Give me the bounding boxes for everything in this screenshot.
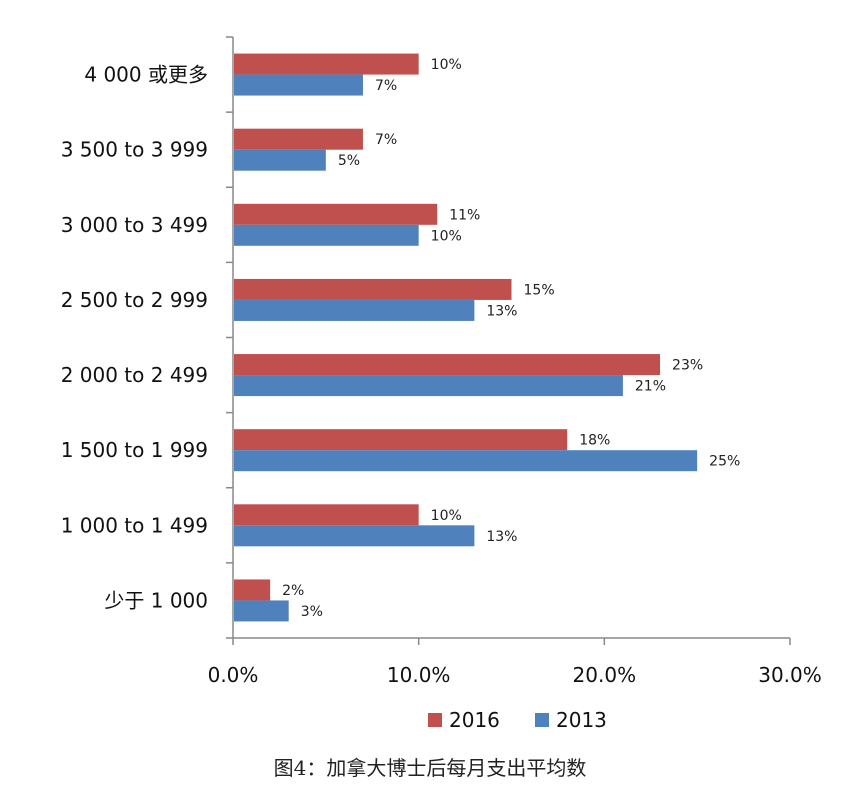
category-label-0: 4 000 或更多 (84, 63, 208, 87)
data-label-2013-3: 13% (486, 303, 517, 319)
x-tick-label-0: 0.0% (208, 663, 259, 687)
category-label-3: 2 500 to 2 999 (61, 288, 208, 312)
bar-2013-6 (234, 525, 475, 547)
bar-2016-7 (234, 579, 271, 601)
bar-2016-0 (234, 53, 419, 75)
data-label-2013-4: 21% (635, 379, 666, 395)
data-label-2016-0: 10% (431, 57, 462, 73)
data-label-2016-2: 11% (449, 207, 480, 223)
axes-group (226, 36, 791, 645)
bar-2016-4 (234, 354, 661, 376)
data-label-2016-5: 18% (579, 433, 610, 449)
bar-2016-6 (234, 504, 419, 526)
bar-2013-4 (234, 375, 623, 397)
bar-2013-1 (234, 149, 326, 171)
bars-group (234, 53, 698, 622)
data-label-2016-1: 7% (375, 132, 397, 148)
bar-2016-5 (234, 429, 568, 451)
data-label-2013-0: 7% (375, 78, 397, 94)
data-label-2016-7: 2% (282, 583, 304, 599)
chart: 10% 7% 4 000 或更多 7% 5% 3 500 to 3 999 11% 10% 3 … (61, 36, 822, 732)
data-label-2016-4: 23% (672, 358, 703, 374)
category-label-6: 1 000 to 1 499 (61, 513, 208, 537)
legend-swatch-2016 (428, 713, 442, 727)
category-label-2: 3 000 to 3 499 (61, 213, 208, 237)
legend-label-2016: 2016 (449, 708, 500, 732)
data-label-2013-7: 3% (301, 604, 323, 620)
data-label-2013-1: 5% (338, 153, 360, 169)
x-tick-label-1: 10.0% (387, 663, 451, 687)
labels-group: 10% 7% 4 000 或更多 7% 5% 3 500 to 3 999 11% 10% 3 … (61, 57, 822, 687)
x-tick-label-2: 20.0% (573, 663, 637, 687)
data-label-2016-6: 10% (431, 508, 462, 524)
bar-2013-7 (234, 600, 289, 622)
category-label-4: 2 000 to 2 499 (61, 363, 208, 387)
bar-2013-3 (234, 299, 475, 321)
legend: 2016 2013 (428, 708, 607, 732)
legend-label-2013: 2013 (556, 708, 607, 732)
category-label-5: 1 500 to 1 999 (61, 438, 208, 462)
bar-2016-3 (234, 278, 512, 300)
bar-2013-5 (234, 450, 698, 472)
bar-2016-1 (234, 128, 363, 150)
bar-2016-2 (234, 203, 438, 225)
bar-2013-2 (234, 224, 419, 246)
category-label-7: 少于 1 000 (104, 588, 208, 612)
data-label-2013-2: 10% (431, 228, 462, 244)
data-label-2013-5: 25% (709, 454, 740, 470)
bar-2013-0 (234, 74, 363, 96)
legend-swatch-2013 (535, 713, 549, 727)
category-label-1: 3 500 to 3 999 (61, 138, 208, 162)
x-tick-label-3: 30.0% (758, 663, 822, 687)
data-label-2013-6: 13% (486, 529, 517, 545)
data-label-2016-3: 15% (524, 282, 555, 298)
figure-caption: 图4：加拿大博士后每月支出平均数 (273, 756, 587, 780)
